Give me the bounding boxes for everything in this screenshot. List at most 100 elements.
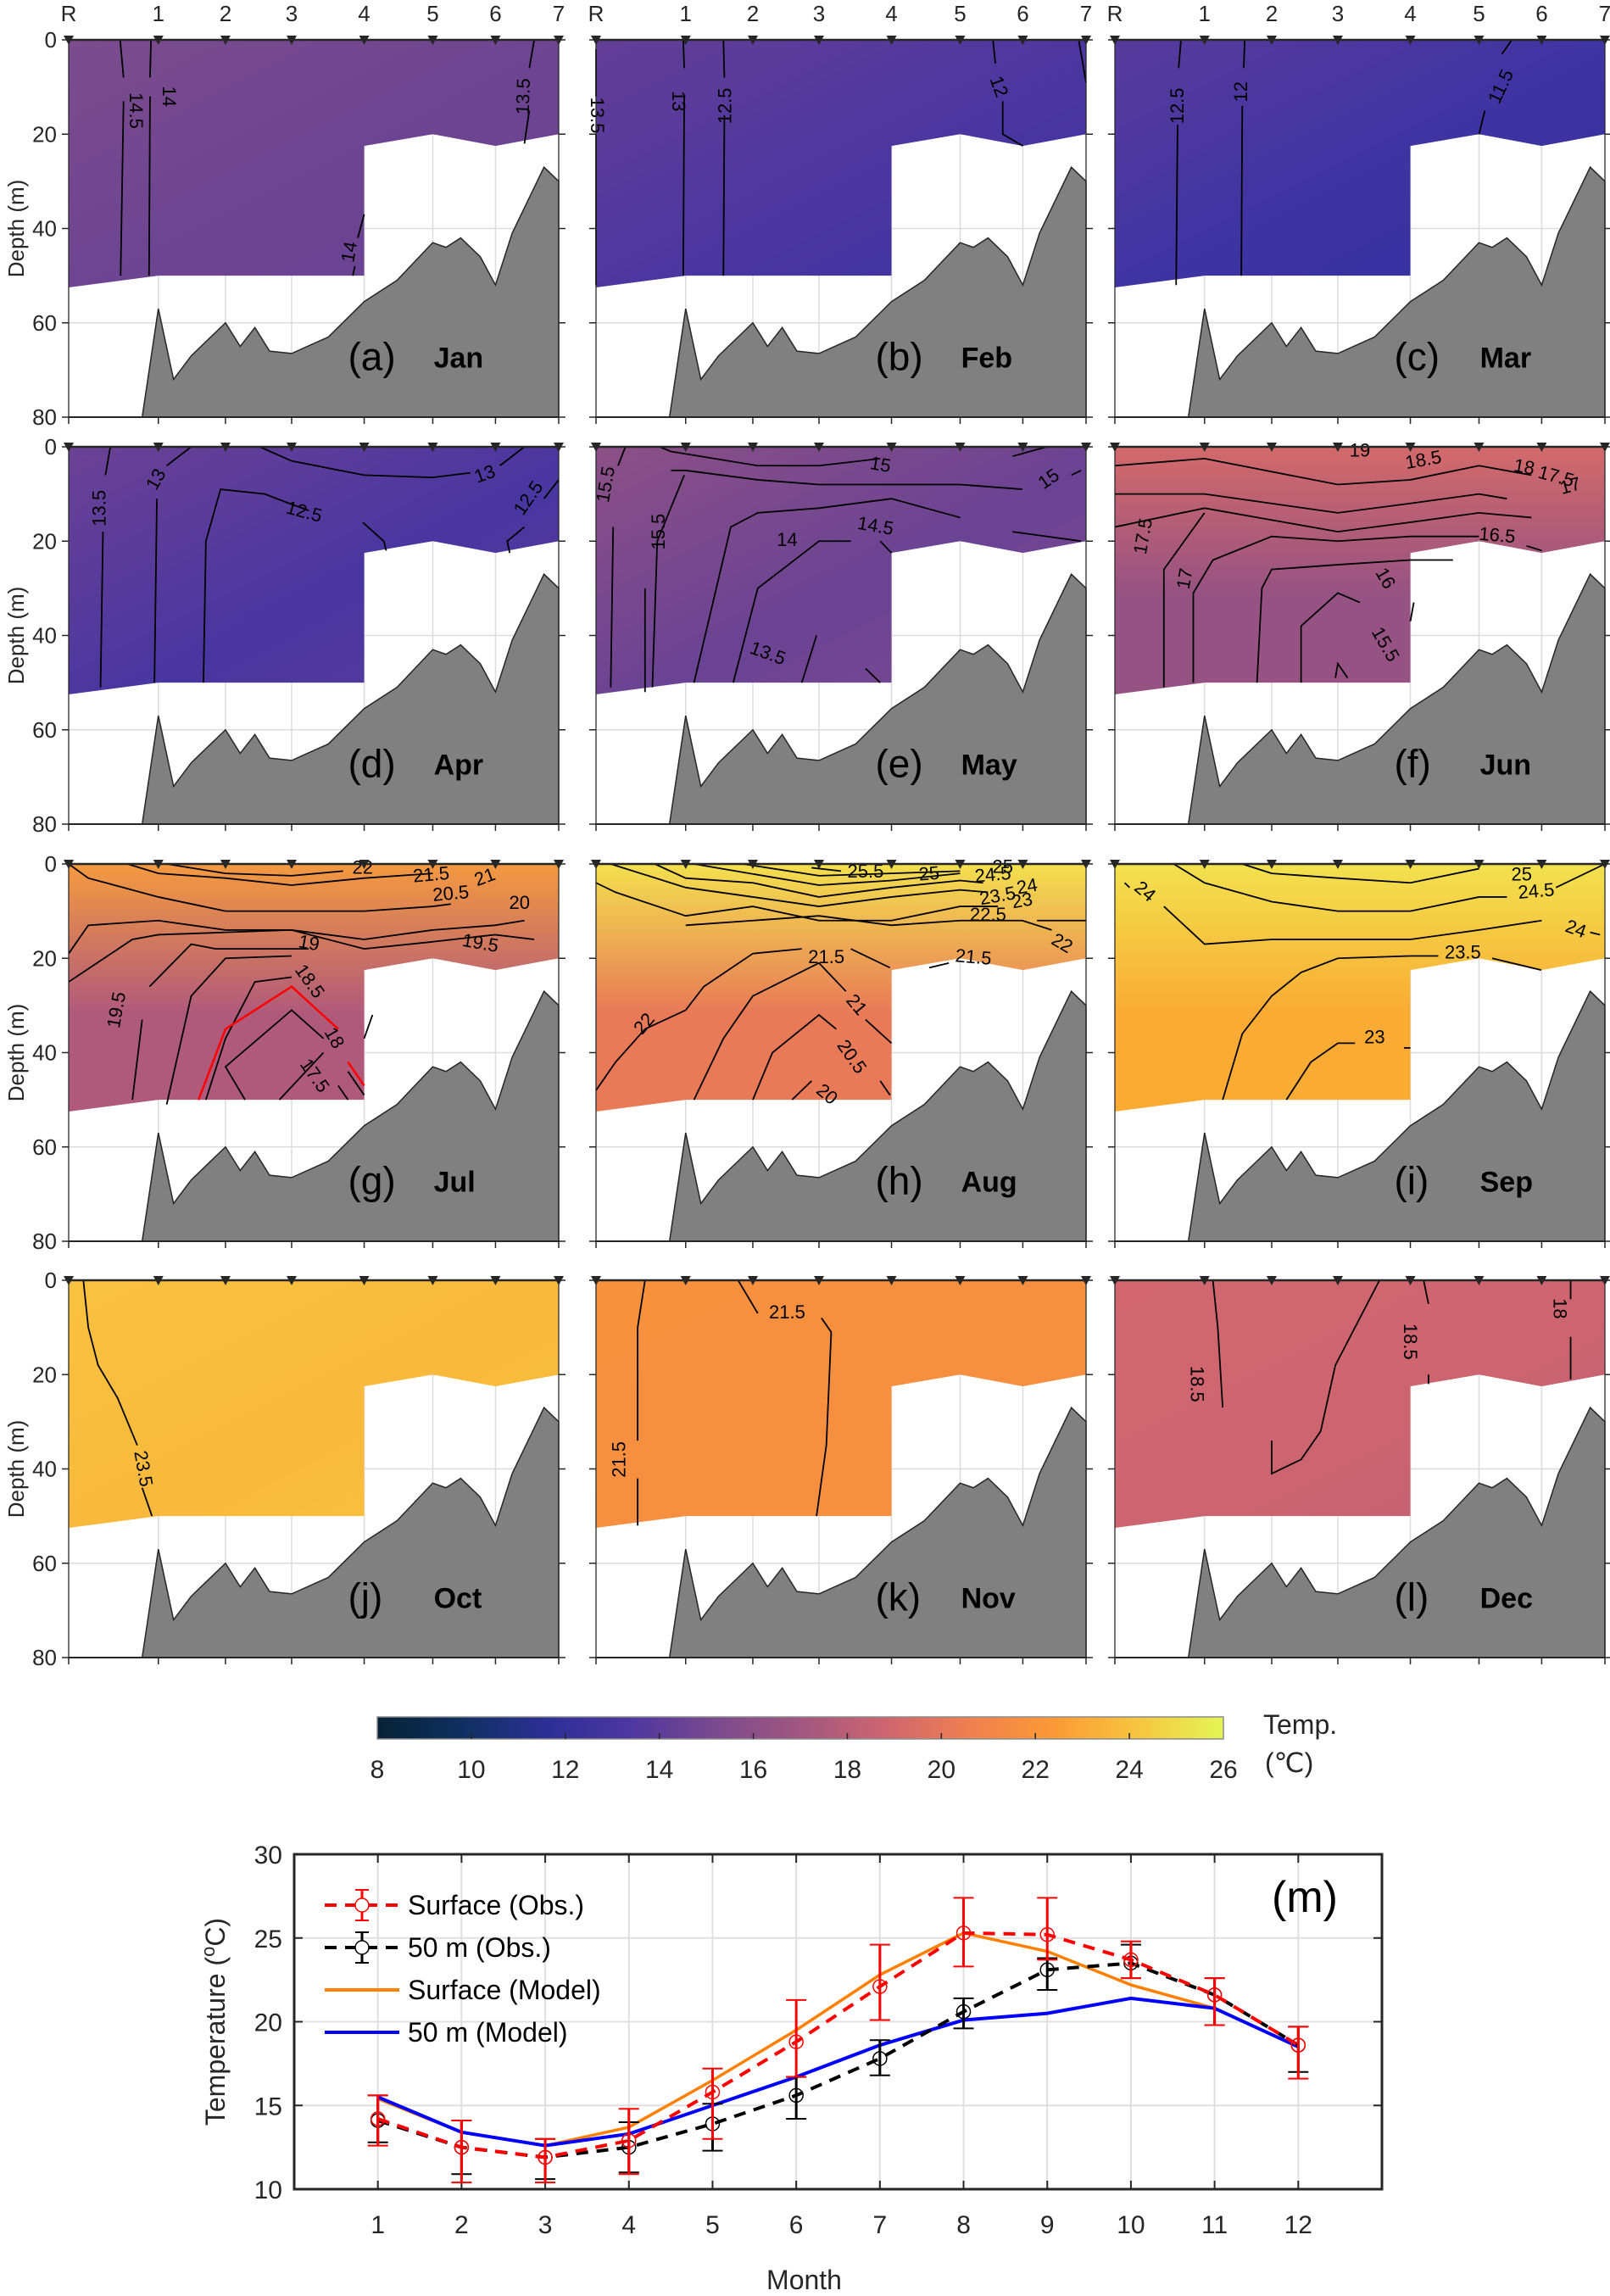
depth-tick-label: 20 [32,945,57,971]
panel-letter: (b) [875,334,922,378]
contour-line [352,265,356,276]
depth-tick-label: 0 [45,1268,57,1293]
series-50-m-model- [376,1996,1300,2148]
station-marker-icon [1199,443,1210,452]
contour-line [224,1009,325,1101]
legend-item: 50 m (Model) [325,2017,568,2048]
panel-letter: (f) [1394,741,1430,785]
contour-label: 16.5 [1479,523,1517,548]
station-marker-icon [1474,1276,1485,1285]
station-label: R [1107,1,1123,26]
data-point [955,1925,972,1941]
contour-line [1163,906,1542,945]
contour-label: 20 [510,892,530,913]
station-marker-icon [1266,860,1277,869]
contour-line [99,532,104,688]
colorbar-tick-label: 22 [1022,1756,1050,1784]
station-marker-icon [955,443,966,452]
contour-line [732,540,851,683]
temperature-field [1115,40,1605,288]
station-marker-icon [286,36,297,45]
contour-label: 17 [1173,566,1197,590]
y-axis-label: Temperature (oC) [198,1918,231,2126]
contour-line [1334,661,1349,679]
station-marker-icon [153,860,164,869]
contour-line [1526,544,1542,552]
colorbar-tick-label: 24 [1115,1756,1143,1784]
contour-line [1114,507,1532,533]
station-marker-icon [1017,860,1028,869]
legend-marker [354,1898,370,1913]
station-marker-icon [153,36,164,45]
legend-label: Surface (Model) [408,1975,601,2005]
contour-line [1423,1279,1429,1304]
panel-a: 14.5 14 14 13.5 R 1 2 3 4 5 6 7 0 20 40 60 80 Depth (m) (a… [3,1,565,430]
panel-letter: (j) [348,1574,382,1619]
contour-line [357,214,365,238]
station-label: 3 [286,1,298,26]
contour-line [149,39,153,78]
panel-letter: (l) [1394,1574,1429,1619]
station-marker-icon [220,36,231,45]
depth-axis-label: Depth (m) [3,1420,29,1519]
station-marker-icon [1536,36,1547,45]
station-marker-icon [359,860,370,869]
station-label: 1 [1199,1,1211,26]
panel-letter: (k) [875,1574,921,1619]
station-marker-icon [490,1276,501,1285]
panel-letter: (c) [1394,334,1440,378]
contour-line [811,867,842,872]
depth-tick-label: 60 [32,310,57,336]
contour-label: 19 [1350,439,1370,460]
temperature-field [1115,1280,1605,1529]
contour-line [743,863,961,877]
bathymetry [596,989,1087,1242]
data-point [1206,1987,1223,2003]
contour-label: 21.5 [808,946,844,967]
contour-label: 24 [1015,874,1039,899]
data-point [454,2139,470,2155]
contour-line [347,1071,365,1096]
station-marker-icon [1332,36,1343,45]
contour-line [528,39,535,69]
panel-month: Apr [434,750,484,782]
station-label: R [61,1,77,26]
contour-line-highlight [198,985,339,1101]
panel-letter: (d) [348,741,395,785]
contour-line [1243,39,1246,69]
station-label: 5 [426,1,438,26]
temperature-field [69,1280,559,1529]
contour-line [1256,559,1453,683]
bathymetry [69,165,560,418]
station-label: 5 [954,1,966,26]
contour-line [671,469,1022,490]
data-point [872,1979,888,1994]
station-marker-icon [1474,860,1485,869]
contour-line [1173,863,1507,912]
x-tick-label: 5 [705,2211,720,2239]
station-label: 6 [1535,1,1547,26]
x-tick-label: 6 [789,2211,804,2239]
depth-tick-label: 60 [32,1551,57,1576]
station-marker-icon [680,36,691,45]
station-marker-icon [1405,860,1416,869]
contour-line [523,110,531,144]
contour-label: 15 [868,452,892,476]
contour-line [685,915,1052,931]
contour-label: 13.5 [587,98,608,134]
x-tick-label: 11 [1201,2211,1228,2239]
contour-label: 23.5 [1445,942,1481,963]
station-marker-icon [153,443,164,452]
contour-line [737,1279,759,1314]
contour-line [617,446,627,466]
contour-line [1114,457,1532,486]
contour-line [141,1487,153,1517]
station-label: 3 [813,1,825,26]
contour-label: 12.5 [1167,87,1188,124]
station-marker-icon [886,1276,897,1285]
depth-tick-label: 20 [32,121,57,147]
